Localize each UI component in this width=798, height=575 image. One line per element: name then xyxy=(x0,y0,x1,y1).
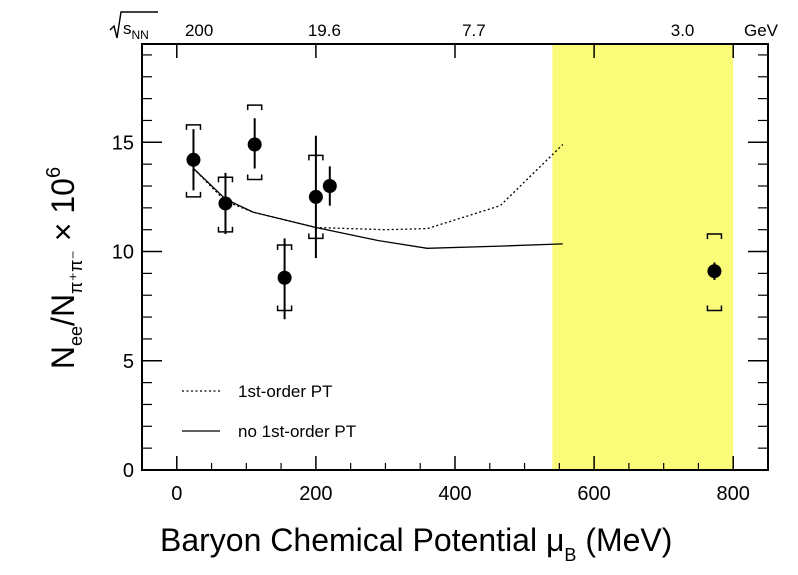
data-point xyxy=(706,233,723,312)
data-point xyxy=(276,238,293,320)
data-point xyxy=(246,104,263,181)
y-tick-label: 15 xyxy=(112,132,134,154)
x-tick-label: 400 xyxy=(438,483,471,505)
data-points xyxy=(185,104,723,320)
data-marker xyxy=(277,270,292,285)
x-axis-title: Baryon Chemical Potential μB (MeV) xyxy=(160,522,672,565)
data-marker xyxy=(218,196,233,211)
legend-label: no 1st-order PT xyxy=(238,422,356,441)
systematic-bracket-top xyxy=(185,124,202,130)
top-axis-tick-label: 3.0 xyxy=(671,21,695,40)
x-tick-label: 600 xyxy=(577,483,610,505)
data-marker xyxy=(186,152,201,167)
axis-ticks xyxy=(141,44,769,471)
highlight-band xyxy=(552,44,734,470)
systematic-bracket-bottom xyxy=(246,174,263,181)
y-tick-label: 0 xyxy=(123,460,134,482)
data-point xyxy=(322,166,337,206)
sqrt-snn-label: sNN xyxy=(109,11,158,42)
data-marker xyxy=(247,137,262,152)
top-axis-tick-label: 7.7 xyxy=(462,21,486,40)
data-point xyxy=(308,135,324,259)
sqrt-symbol xyxy=(109,11,158,39)
top-axis-tick-label: 19.6 xyxy=(308,21,341,40)
data-marker xyxy=(308,189,323,204)
top-axis-unit: GeV xyxy=(744,21,779,40)
sqrt-snn-text: sNN xyxy=(123,19,149,42)
x-tick-label: 200 xyxy=(299,483,332,505)
data-marker xyxy=(322,179,337,193)
line-no-1st-order-pt xyxy=(193,168,563,249)
data-point xyxy=(185,124,202,198)
x-tick-label: 0 xyxy=(171,483,182,505)
y-axis-title: Nee/Nπ⁺π⁻ × 106 xyxy=(43,167,86,369)
top-axis-tick-label: 200 xyxy=(185,21,213,40)
top-axis: sNN 200 19.6 7.7 3.0 GeV xyxy=(109,11,779,42)
data-marker xyxy=(707,264,722,279)
legend-label: 1st-order PT xyxy=(238,382,332,401)
legend: 1st-order PT no 1st-order PT xyxy=(182,382,356,441)
y-tick-labels: 0 5 10 15 xyxy=(112,132,134,482)
y-tick-label: 5 xyxy=(123,351,134,373)
x-tick-label: 800 xyxy=(717,483,750,505)
line-1st-order-pt xyxy=(193,144,564,231)
y-tick-label: 10 xyxy=(112,242,134,264)
x-tick-labels: 0 200 400 600 800 xyxy=(171,483,750,505)
systematic-bracket-bottom xyxy=(706,305,723,312)
data-point xyxy=(217,172,234,235)
model-lines xyxy=(193,144,564,249)
systematic-bracket-bottom xyxy=(185,191,202,198)
systematic-bracket-top xyxy=(246,104,263,111)
systematic-bracket-top xyxy=(706,233,723,240)
